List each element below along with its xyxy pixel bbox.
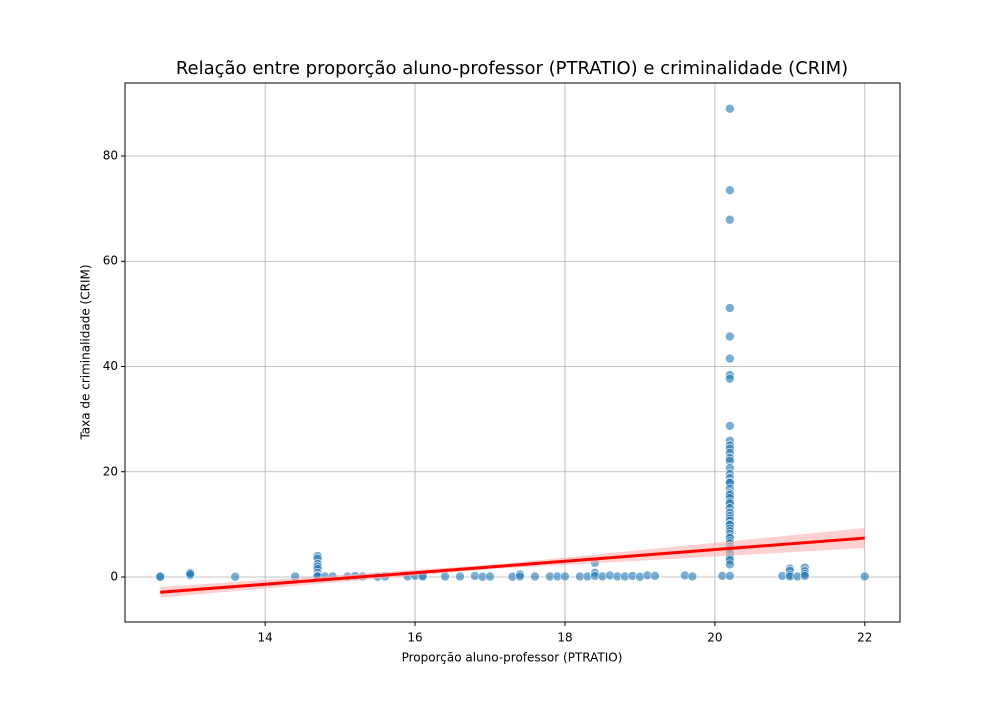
data-point	[725, 571, 735, 581]
data-point	[725, 303, 735, 313]
y-tick-label: 80	[103, 148, 118, 162]
x-tick-label: 20	[707, 631, 722, 645]
data-point	[560, 571, 570, 582]
data-point	[650, 571, 660, 581]
plot	[155, 103, 870, 598]
regression-line	[160, 536, 865, 594]
data-point	[230, 571, 240, 582]
data-point	[725, 353, 735, 364]
data-point	[155, 571, 166, 582]
chart-title: Relação entre proporção aluno-professor …	[176, 58, 848, 79]
x-tick-label: 22	[857, 631, 872, 645]
data-point	[725, 331, 735, 342]
data-point	[725, 421, 735, 431]
data-point	[859, 571, 870, 582]
x-axis-label: Proporção aluno-professor (PTRATIO)	[402, 651, 623, 665]
x-tick-label: 16	[407, 631, 422, 645]
data-point	[440, 571, 450, 582]
plot-frame	[124, 82, 901, 623]
x-tick-label: 18	[557, 631, 572, 645]
data-point	[725, 185, 735, 196]
data-point	[515, 571, 525, 582]
data-point	[687, 571, 698, 582]
data-point	[725, 103, 735, 114]
data-point	[725, 373, 735, 384]
y-tick-label: 20	[103, 464, 118, 478]
data-point	[455, 571, 465, 582]
y-axis-label: Taxa de criminalidade (CRIM)	[79, 264, 93, 440]
data-point	[530, 571, 540, 582]
data-point	[725, 559, 735, 570]
data-point	[485, 571, 495, 582]
x-tick-label: 14	[258, 631, 273, 645]
data-point	[800, 571, 810, 581]
data-point	[185, 569, 196, 580]
y-tick-label: 60	[103, 254, 118, 268]
y-tick-label: 40	[103, 359, 118, 373]
data-point	[725, 214, 735, 225]
y-tick-label: 0	[110, 570, 118, 584]
